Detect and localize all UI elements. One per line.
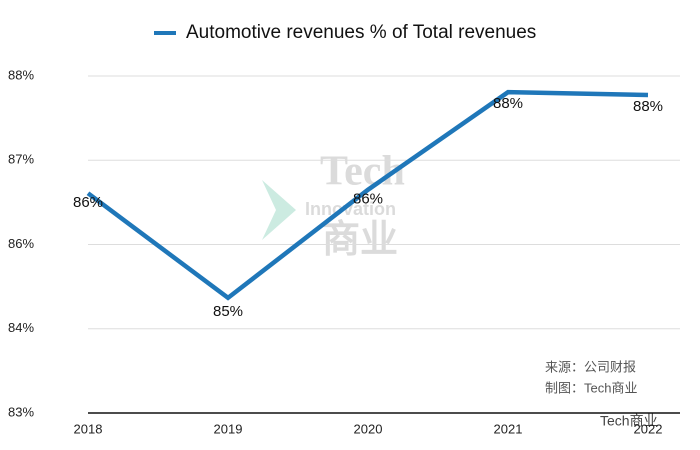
data-label: 88% [493, 95, 523, 112]
x-tick-label: 2022 [634, 421, 663, 436]
x-tick-label: 2018 [74, 421, 103, 436]
data-label: 86% [353, 191, 383, 208]
y-tick-label: 84% [8, 320, 34, 335]
y-tick-label: 87% [8, 152, 34, 167]
data-label: 85% [213, 303, 243, 320]
credit-note: 制图：Tech商业 [545, 380, 637, 395]
source-note: 来源：公司财报 [545, 359, 636, 374]
data-label: 86% [73, 194, 103, 211]
y-tick-label: 83% [8, 404, 34, 419]
watermark: Innovation [305, 199, 396, 219]
data-line [86, 89, 649, 301]
watermark: 商业 [322, 219, 398, 261]
y-tick-label: 88% [8, 67, 34, 82]
y-tick-label: 86% [8, 236, 34, 251]
x-tick-label: 2020 [354, 421, 383, 436]
legend-label: Automotive revenues % of Total revenues [186, 22, 536, 43]
watermark-logo [262, 180, 296, 240]
data-label: 88% [633, 98, 663, 115]
brand-mark: Tech商业 [600, 413, 658, 429]
x-tick-label: 2021 [494, 421, 523, 436]
x-tick-label: 2019 [214, 421, 243, 436]
